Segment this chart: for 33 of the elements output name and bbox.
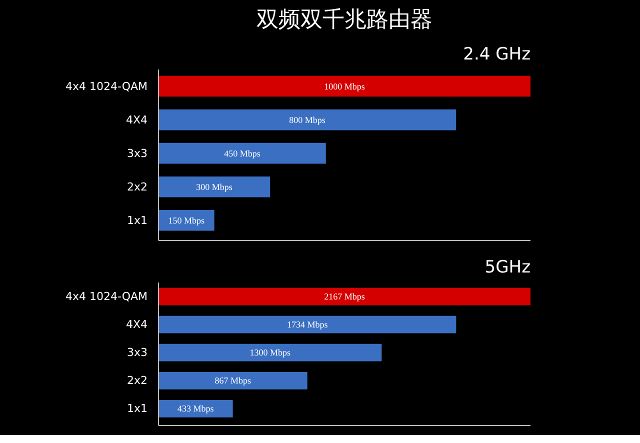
data-label: 433 Mbps <box>178 404 214 414</box>
y-tick-label: 4x4 1024-QAM <box>65 80 148 93</box>
y-tick-label: 2x2 <box>126 180 148 194</box>
chart-title: 双频双千兆路由器 <box>256 8 432 32</box>
bar <box>158 109 456 130</box>
bar <box>158 142 326 164</box>
bar <box>158 316 456 334</box>
data-label: 300 Mbps <box>196 182 233 192</box>
y-tick-label: 3x3 <box>126 346 148 360</box>
bar <box>158 288 530 306</box>
y-tick-label: 4x4 1024-QAM <box>65 290 148 304</box>
bar <box>158 76 530 97</box>
data-label: 1734 Mbps <box>286 320 328 330</box>
y-tick-label: 3x3 <box>126 146 148 160</box>
data-label: 800 Mbps <box>289 114 326 125</box>
y-tick-label: 4X4 <box>126 318 148 332</box>
bar <box>158 372 308 390</box>
y-tick-label: 4X4 <box>126 113 148 126</box>
bar <box>158 176 270 198</box>
data-label: 150 Mbps <box>168 215 206 226</box>
y-tick-label: 2x2 <box>126 374 148 388</box>
bar <box>158 344 382 362</box>
bar <box>158 400 233 418</box>
chart-subtitle: 2.4 GHz <box>463 44 531 64</box>
data-label: 1000 Mbps <box>324 81 366 92</box>
data-label: 450 Mbps <box>224 148 261 158</box>
data-label: 867 Mbps <box>214 376 252 386</box>
y-tick-label: 1x1 <box>126 402 148 416</box>
data-label: 1300 Mbps <box>250 348 291 358</box>
data-label: 2167 Mbps <box>324 292 366 302</box>
bar <box>158 210 214 231</box>
chart-title: 5GHz <box>484 258 531 278</box>
y-tick-label: 1x1 <box>126 214 148 227</box>
